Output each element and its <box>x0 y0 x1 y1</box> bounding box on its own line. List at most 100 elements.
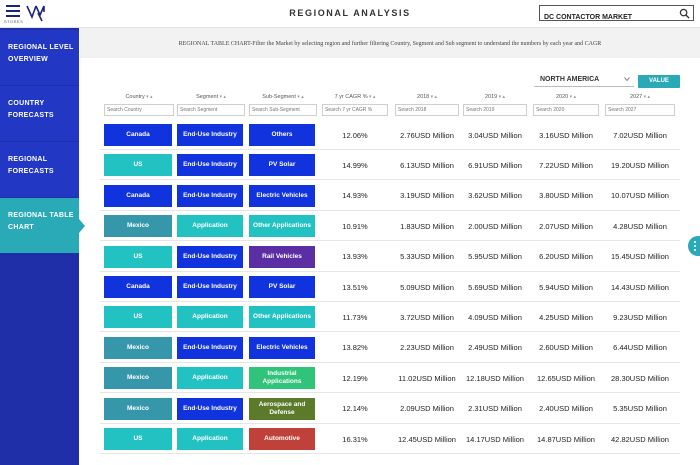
table-row[interactable]: US End-Use Industry PV Solar 14.99% 6.13USD … <box>100 150 680 181</box>
cagr-cell: 14.99% <box>342 160 368 170</box>
column-header[interactable]: Sub-Segment ▾ ▴ <box>249 94 317 100</box>
menu-icon[interactable] <box>6 5 20 17</box>
segment-chip: Application <box>177 306 243 329</box>
sub-segment-chip: Other Applications <box>249 306 315 329</box>
sort-icon[interactable]: ▾ ▴ <box>568 94 577 100</box>
sort-icon[interactable]: ▾ ▴ <box>367 94 376 100</box>
country-chip: US <box>104 245 172 268</box>
value-cell: 6.13USD Million <box>400 160 454 170</box>
value-cell: 2.00USD Million <box>468 221 522 231</box>
column-filter-input[interactable] <box>322 104 388 116</box>
value-cell: 5.69USD Million <box>468 282 522 292</box>
sidebar-item-country-forecasts[interactable]: COUNTRY FORECASTS <box>0 86 79 141</box>
segment-chip: End-Use Industry <box>177 154 243 177</box>
sidebar-item-label: COUNTRY FORECASTS <box>8 100 54 119</box>
segment-chip: Application <box>177 428 243 450</box>
column-filter-input[interactable] <box>249 104 317 116</box>
sidebar-item-regional-level-overview[interactable]: REGIONAL LEVEL OVERVIEW <box>0 30 79 85</box>
value-cell: 2.23USD Million <box>400 343 454 353</box>
column-filter-input[interactable] <box>605 104 675 116</box>
sidebar-item-regional-table-chart[interactable]: REGIONAL TABLE CHART <box>0 198 79 253</box>
column-header-label: 2018 <box>416 94 430 100</box>
value-cell: 2.31USD Million <box>468 404 522 414</box>
value-cell: 2.76USD Million <box>400 130 454 140</box>
sort-icon[interactable]: ▾ ▴ <box>218 94 226 100</box>
table-row[interactable]: US Application Other Applications 11.73% 3.7… <box>100 302 680 333</box>
table-row[interactable]: Mexico Application Other Applications 10.91… <box>100 211 680 242</box>
value-cell: 6.91USD Million <box>468 160 522 170</box>
column-header[interactable]: 2018 ▾ ▴ <box>395 94 459 100</box>
value-cell: 11.02USD Million <box>398 373 456 383</box>
segment-chip: End-Use Industry <box>177 336 243 359</box>
table-row[interactable]: Canada End-Use Industry Others 12.06% 2.76US… <box>100 120 680 150</box>
value-cell: 28.30USD Million <box>611 373 669 383</box>
sub-segment-chip: Electric Vehicles <box>249 336 315 359</box>
value-cell: 15.45USD Million <box>611 252 669 262</box>
country-chip: Canada <box>104 124 172 146</box>
column-header-label: 2019 <box>484 94 498 100</box>
value-cell: 42.82USD Million <box>611 434 669 444</box>
sub-segment-chip: Industrial Applications <box>249 367 315 390</box>
country-chip: Mexico <box>104 336 172 359</box>
value-cell: 10.07USD Million <box>611 191 669 201</box>
value-cell: 4.09USD Million <box>468 312 522 322</box>
column-header[interactable]: 2027 ▾ ▴ <box>605 94 675 100</box>
column-header-label: Segment <box>196 94 219 100</box>
table-row[interactable]: Mexico End-Use Industry Electric Vehicles 1… <box>100 333 680 363</box>
region-dropdown[interactable]: NORTH AMERICA <box>534 73 634 87</box>
table-row[interactable]: US End-Use Industry Rail Vehicles 13.93% 5.3… <box>100 242 680 272</box>
segment-chip: End-Use Industry <box>177 276 243 298</box>
market-search-input[interactable] <box>540 10 670 25</box>
column-filter-input[interactable] <box>104 104 174 116</box>
market-search[interactable] <box>539 5 694 25</box>
table-row[interactable]: Mexico End-Use Industry Aerospace and Defe… <box>100 394 680 424</box>
sub-segment-chip: Other Applications <box>249 215 315 238</box>
region-dropdown-value: NORTH AMERICA <box>540 76 600 83</box>
dot-icon <box>694 245 696 247</box>
value-cell: 5.33USD Million <box>400 252 454 262</box>
column-header[interactable]: 2020 ▾ ▴ <box>533 94 599 100</box>
value-cell: 7.02USD Million <box>613 130 667 140</box>
table-row[interactable]: Mexico Application Industrial Applications… <box>100 363 680 394</box>
column-header[interactable]: 7 yr CAGR % ▾ ▴ <box>322 94 388 100</box>
sort-icon[interactable]: ▾ ▴ <box>429 94 438 100</box>
sidebar-item-label: REGIONAL FORECASTS <box>8 156 54 175</box>
cagr-cell: 14.93% <box>342 191 368 201</box>
table-row[interactable]: Canada End-Use Industry PV Solar 13.51% 5.09… <box>100 272 680 302</box>
value-cell: 4.28USD Million <box>613 221 667 231</box>
column-header[interactable]: 2019 ▾ ▴ <box>463 94 527 100</box>
country-chip: Canada <box>104 184 172 207</box>
sort-icon[interactable]: ▾ ▴ <box>295 94 304 100</box>
column-header[interactable]: Segment ▾ ▴ <box>177 94 245 100</box>
value-button[interactable]: VALUE <box>638 75 680 88</box>
sidebar-item-regional-forecasts[interactable]: REGIONAL FORECASTS <box>0 142 79 197</box>
dot-icon <box>694 249 696 251</box>
value-cell: 1.83USD Million <box>400 221 454 231</box>
value-cell: 2.49USD Million <box>468 343 522 353</box>
country-chip: Canada <box>104 276 172 298</box>
value-cell: 6.20USD Million <box>539 252 593 262</box>
segment-chip: Application <box>177 215 243 238</box>
country-chip: US <box>104 428 172 450</box>
table-row[interactable]: Canada End-Use Industry Electric Vehicles 1… <box>100 181 680 211</box>
column-filter-input[interactable] <box>177 104 245 116</box>
sort-icon[interactable]: ▾ ▴ <box>144 94 153 100</box>
value-cell: 6.44USD Million <box>613 343 667 353</box>
column-filter-input[interactable] <box>463 104 527 116</box>
chevron-down-icon <box>624 77 630 82</box>
value-cell: 9.23USD Million <box>613 312 667 322</box>
top-bar: STORES REGIONAL ANALYSIS <box>0 0 700 28</box>
sort-icon[interactable]: ▾ ▴ <box>497 94 506 100</box>
side-handle[interactable] <box>688 236 700 256</box>
sort-icon[interactable]: ▾ ▴ <box>642 94 651 100</box>
page-title: REGIONAL ANALYSIS <box>289 8 411 18</box>
column-header-label: Country <box>125 94 145 100</box>
table-row[interactable]: US Application Automotive 16.31% 12.45USD Mi… <box>100 424 680 454</box>
column-filter-input[interactable] <box>395 104 459 116</box>
cagr-cell: 12.19% <box>342 373 368 383</box>
value-cell: 14.43USD Million <box>611 282 669 292</box>
logo-text: STORES <box>4 19 24 24</box>
search-icon[interactable] <box>679 8 690 19</box>
column-header[interactable]: Country ▾ ▴ <box>104 94 174 100</box>
column-filter-input[interactable] <box>533 104 599 116</box>
